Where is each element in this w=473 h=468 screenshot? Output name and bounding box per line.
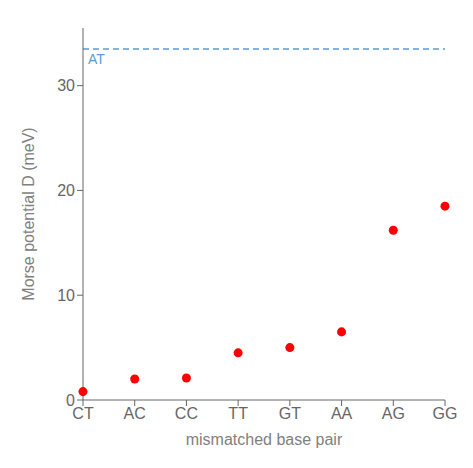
svg-text:GG: GG bbox=[433, 405, 458, 422]
svg-text:20: 20 bbox=[57, 182, 75, 199]
svg-text:0: 0 bbox=[66, 392, 75, 409]
svg-text:AC: AC bbox=[124, 405, 146, 422]
svg-text:Morse potential D (meV): Morse potential D (meV) bbox=[20, 127, 37, 300]
svg-text:AA: AA bbox=[331, 405, 353, 422]
svg-text:10: 10 bbox=[57, 287, 75, 304]
svg-text:30: 30 bbox=[57, 77, 75, 94]
svg-text:AT: AT bbox=[88, 51, 105, 67]
svg-text:mismatched base pair: mismatched base pair bbox=[186, 431, 343, 448]
svg-text:CC: CC bbox=[175, 405, 198, 422]
svg-text:TT: TT bbox=[228, 405, 248, 422]
svg-text:AG: AG bbox=[382, 405, 405, 422]
svg-text:CT: CT bbox=[72, 405, 94, 422]
svg-text:GT: GT bbox=[279, 405, 301, 422]
